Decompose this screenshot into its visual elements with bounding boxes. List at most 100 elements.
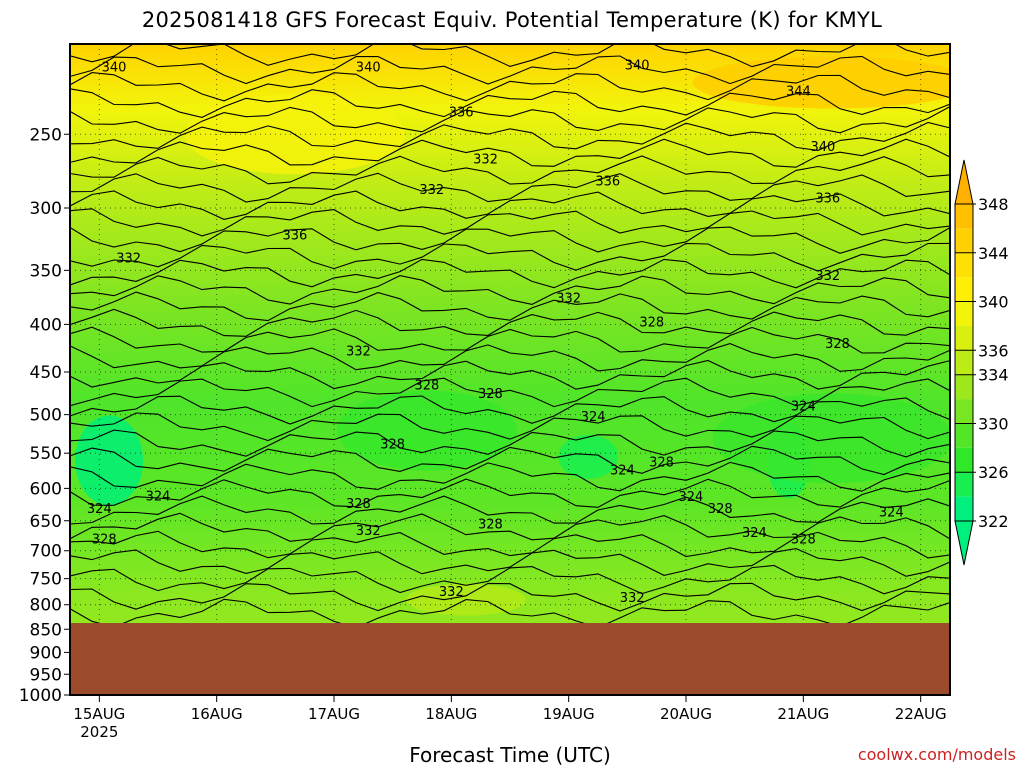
contour-label: 332 xyxy=(556,291,581,306)
contour-label: 336 xyxy=(282,228,307,243)
contour-label: 324 xyxy=(742,526,767,541)
colorbar-segment xyxy=(955,277,973,302)
contour-label: 336 xyxy=(595,175,620,190)
contour-line xyxy=(70,72,950,102)
contour-line xyxy=(70,564,950,595)
x-tick-label: 18AUG xyxy=(425,705,477,723)
credit-link[interactable]: coolwx.com/models xyxy=(857,745,1016,764)
colorbar-segment xyxy=(955,447,973,473)
contour-label: 340 xyxy=(102,61,127,76)
underground-area xyxy=(70,623,950,695)
contour-label: 340 xyxy=(625,59,650,74)
colorbar-segment xyxy=(955,301,973,326)
contour-line xyxy=(70,548,950,577)
y-tick-label: 550 xyxy=(30,444,62,464)
colorbar-segment xyxy=(955,204,973,229)
colorbar-segment xyxy=(955,325,973,351)
contour-line xyxy=(70,291,950,322)
contour-line xyxy=(70,412,950,442)
x-axis-title: Forecast Time (UTC) xyxy=(409,743,611,767)
colorbar-segment xyxy=(955,350,973,375)
contour-line xyxy=(70,242,950,272)
field-region xyxy=(558,434,619,479)
colorbar-segment xyxy=(955,399,973,424)
contour-label: 332 xyxy=(116,252,141,267)
y-tick-label: 400 xyxy=(30,315,62,335)
colorbar-arrow-bottom xyxy=(954,520,974,566)
colorbar-label: 322 xyxy=(978,512,1009,531)
colorbar-label: 344 xyxy=(978,244,1009,263)
contour-line xyxy=(70,429,950,458)
contour-label: 332 xyxy=(815,269,840,284)
contour-line xyxy=(70,226,950,254)
contour-label: 324 xyxy=(146,489,171,504)
x-tick-label: 20AUG xyxy=(660,705,712,723)
contour-line xyxy=(70,55,950,85)
y-tick-label: 600 xyxy=(30,479,62,499)
contour-label: 340 xyxy=(356,61,381,76)
contour-line xyxy=(70,326,950,354)
y-axis: 250 300 350 400 450 500 550 600 650 700 750 800 850 9… xyxy=(19,125,70,706)
x-tick-label: 19AUG xyxy=(543,705,595,723)
colorbar-segment xyxy=(955,423,973,448)
y-tick-label: 800 xyxy=(30,596,62,616)
colorbar-label: 334 xyxy=(978,366,1009,385)
contour-labels: 340 340 340 344 340 336 332 332 336 336 336 332 332 3… xyxy=(87,59,904,606)
contour-label: 332 xyxy=(419,183,444,198)
y-tick-label: 500 xyxy=(30,406,62,426)
y-tick-label: 250 xyxy=(30,125,62,145)
plot-frame xyxy=(69,43,951,696)
contour-line xyxy=(70,208,950,237)
contour-label: 328 xyxy=(639,315,664,330)
contour-line xyxy=(70,308,950,337)
contour-line xyxy=(70,582,950,612)
colorbar-arrow-top xyxy=(954,159,974,205)
y-tick-label: 450 xyxy=(30,363,62,383)
contour-label: 324 xyxy=(610,463,635,478)
chart-title: 2025081418 GFS Forecast Equiv. Potential… xyxy=(141,8,883,32)
contour-label: 328 xyxy=(478,517,503,532)
x-tick-label: 16AUG xyxy=(191,705,243,723)
contour-lines xyxy=(70,44,950,629)
y-tick-label: 650 xyxy=(30,512,62,532)
colorbar-label: 348 xyxy=(978,195,1009,214)
contour-label: 324 xyxy=(791,399,816,414)
contour-label: 336 xyxy=(449,106,474,121)
contour-line xyxy=(70,359,950,390)
contour-label: 328 xyxy=(414,378,439,393)
contour-label: 328 xyxy=(380,437,405,452)
contour-line xyxy=(70,461,950,492)
colorbar-segment xyxy=(955,496,973,521)
contour-label: 332 xyxy=(346,345,371,360)
contour-label: 324 xyxy=(879,506,904,521)
contour-label: 328 xyxy=(708,502,733,517)
y-tick-label: 900 xyxy=(30,643,62,663)
contour-label: 328 xyxy=(478,387,503,402)
contour-label: 332 xyxy=(620,591,645,606)
field-region xyxy=(75,415,144,506)
contour-label: 328 xyxy=(346,497,371,512)
contour-label: 328 xyxy=(92,533,117,548)
contour-line xyxy=(70,495,950,525)
x-tick-label: 22AUG xyxy=(895,705,947,723)
colorbar-segment xyxy=(955,472,973,497)
contour-label: 324 xyxy=(581,410,606,425)
contour-label: 344 xyxy=(786,85,811,100)
contour-line xyxy=(70,190,950,220)
contour-line xyxy=(70,172,950,203)
y-tick-label: 300 xyxy=(30,199,62,219)
contour-label: 336 xyxy=(815,191,840,206)
colorbar-segment xyxy=(955,374,973,400)
y-tick-label: 1000 xyxy=(19,686,62,706)
x-tick-label: 21AUG xyxy=(777,705,829,723)
contour-line xyxy=(70,343,950,372)
colorbar-segment xyxy=(955,252,973,278)
contour-label: 332 xyxy=(356,524,381,539)
x-tick-label: 17AUG xyxy=(308,705,360,723)
contour-label: 324 xyxy=(678,490,703,505)
contour-label: 328 xyxy=(649,456,674,471)
field-region xyxy=(712,393,950,484)
y-tick-label: 350 xyxy=(30,261,62,281)
contour-label: 324 xyxy=(87,502,112,517)
